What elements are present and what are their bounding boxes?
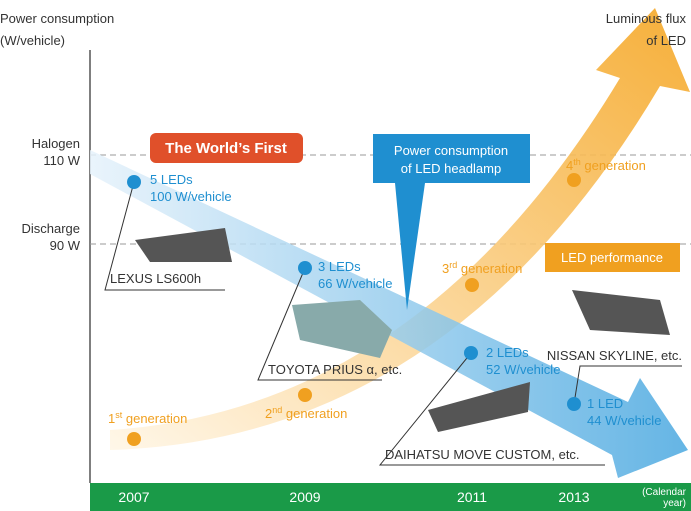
watts: 44 W/vehicle [587,413,661,428]
headlamp-text: Power consumption [394,143,508,158]
axis-title: Power consumption [0,11,114,26]
leds: 3 LEDs [318,259,361,274]
axis-title: (W/vehicle) [0,33,65,48]
right-title: Luminous flux [606,11,687,26]
gen-label: 1st generation [108,410,187,426]
year: 2009 [289,489,320,505]
car-label: DAIHATSU MOVE CUSTOM, etc. [385,447,580,462]
year: 2011 [457,489,487,505]
headlamp-pointer [395,183,425,310]
level-name: Discharge [21,221,80,236]
year-bar [90,483,691,511]
headlamp-image [428,382,530,432]
headlamp-image [135,228,232,262]
watts: 66 W/vehicle [318,276,392,291]
car-label: NISSAN SKYLINE, etc. [547,348,682,363]
gen-dot [298,388,312,402]
gen-dot [567,173,581,187]
gen-text: generation [581,158,646,173]
first-text: The World’s First [165,140,287,157]
headlamp-image [572,290,670,335]
gen-text: generation [457,261,522,276]
leds: 1 LED [587,396,623,411]
gen-dot [465,278,479,292]
power-dot [127,175,141,189]
gen-suffix: th [573,157,581,167]
leds: 5 LEDs [150,172,193,187]
gen-dot [127,432,141,446]
year-unit: year) [663,498,686,509]
headlamp-text: of LED headlamp [401,161,501,176]
diagram: Power consumption (W/vehicle) Luminous f… [0,0,691,511]
power-dot [298,261,312,275]
car-label: TOYOTA PRIUS α, etc. [268,362,402,377]
watts: 52 W/vehicle [486,362,560,377]
performance-text: LED performance [561,250,663,265]
power-dot [464,346,478,360]
gen-number: 3 [442,261,449,276]
level-name: Halogen [32,136,80,151]
level-value: 110 W [43,153,80,168]
watts: 100 W/vehicle [150,189,232,204]
leds: 2 LEDs [486,345,529,360]
year: 2007 [118,489,149,505]
gen-number: 2 [265,406,272,421]
gen-number: 1 [108,411,115,426]
gen-text: generation [282,406,347,421]
year: 2013 [558,489,589,505]
power-dot [567,397,581,411]
car-label: LEXUS LS600h [110,271,201,286]
gen-suffix: rd [449,260,457,270]
gen-text: generation [122,411,187,426]
level-value: 90 W [50,238,81,253]
gen-number: 4 [566,158,573,173]
gen-suffix: nd [272,405,282,415]
right-title: of LED [646,33,686,48]
gen-label: 3rd generation [442,260,522,276]
year-unit: (Calendar [642,487,687,498]
